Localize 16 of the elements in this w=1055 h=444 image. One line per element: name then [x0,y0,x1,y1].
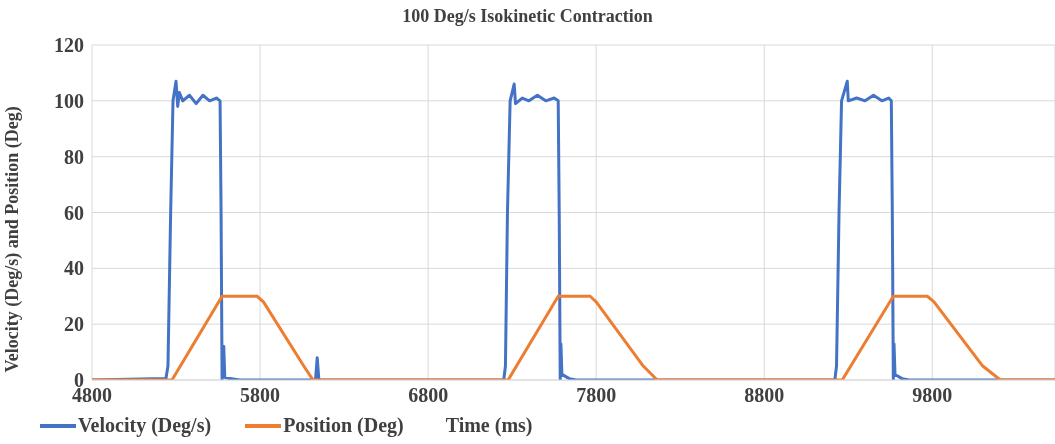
x-tick-label: 6800 [408,384,449,407]
y-tick-label: 40 [64,257,84,280]
x-axis-title: Time (ms) [445,414,533,437]
x-tick-label: 7800 [576,384,617,407]
y-tick-label: 120 [54,34,84,57]
x-tick-label: 5800 [240,384,281,407]
y-tick-label: 80 [64,145,84,168]
y-tick-label: 20 [64,313,84,336]
y-tick-label: 60 [64,201,84,224]
legend-label: Position (Deg) [283,414,404,437]
x-tick-label: 8800 [744,384,785,407]
x-tick-label: 9800 [912,384,953,407]
y-tick-label: 100 [54,89,84,112]
legend-label: Velocity (Deg/s) [78,414,212,437]
chart-title: 100 Deg/s Isokinetic Contraction [401,6,654,27]
y-axis-title: Velocity (Deg/s) and Position (Deg) [2,106,24,373]
